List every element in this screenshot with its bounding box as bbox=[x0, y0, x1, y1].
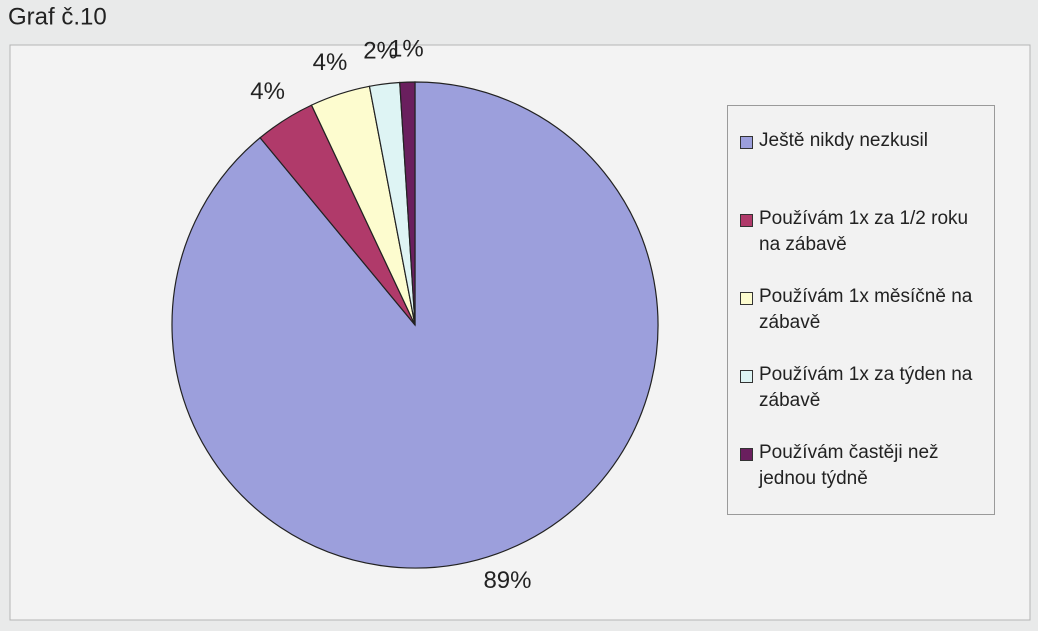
legend-swatch bbox=[740, 448, 753, 461]
data-label: 4% bbox=[313, 49, 348, 76]
data-label: 1% bbox=[389, 35, 424, 62]
legend-item: Používám 1x za 1/2 roku na zábavě bbox=[740, 206, 984, 284]
legend-swatch bbox=[740, 370, 753, 383]
chart-title: Graf č.10 bbox=[8, 3, 107, 30]
data-label: 89% bbox=[483, 567, 531, 594]
data-label: 2% bbox=[363, 38, 398, 65]
legend-item: Používám 1x měsíčně na zábavě bbox=[740, 284, 984, 362]
legend-label: Ještě nikdy nezkusil bbox=[759, 130, 928, 151]
legend-item: Ještě nikdy nezkusil bbox=[740, 128, 984, 206]
legend-label: Používám 1x za 1/2 roku na zábavě bbox=[759, 208, 969, 255]
legend-item: Používám 1x za týden na zábavě bbox=[740, 362, 984, 440]
legend-label: Používám častěji než jednou týdně bbox=[759, 442, 939, 489]
legend: Ještě nikdy nezkusil Používám 1x za 1/2 r… bbox=[727, 105, 995, 515]
legend-label: Používám 1x za týden na zábavě bbox=[759, 364, 973, 411]
legend-swatch bbox=[740, 214, 753, 227]
legend-label: Používám 1x měsíčně na zábavě bbox=[759, 286, 973, 333]
legend-swatch bbox=[740, 292, 753, 305]
legend-swatch bbox=[740, 136, 753, 149]
pie-slice bbox=[399, 81, 416, 326]
legend-item: Používám častěji než jednou týdně bbox=[740, 440, 984, 518]
data-label: 4% bbox=[250, 78, 285, 105]
